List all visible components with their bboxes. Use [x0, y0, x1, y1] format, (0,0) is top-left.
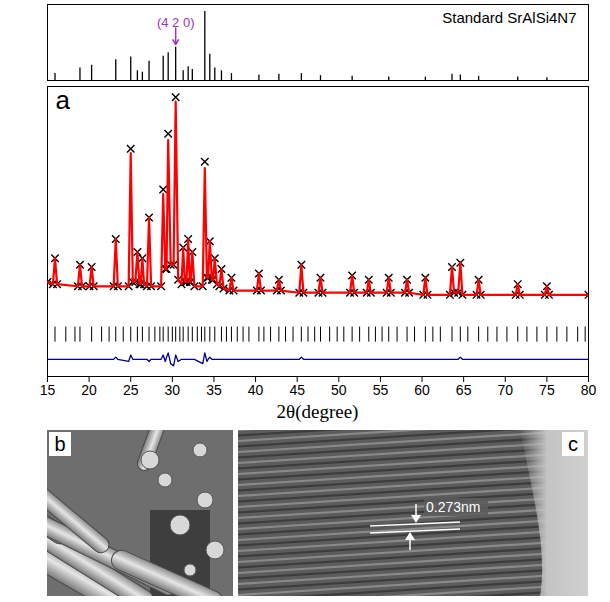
html-text:2θ(degree): 2θ(degree)	[276, 401, 359, 422]
svg-text:55: 55	[373, 382, 389, 398]
svg-text:45: 45	[289, 382, 305, 398]
svg-text:70: 70	[497, 382, 513, 398]
svg-text:Standard SrAlSi4N7: Standard SrAlSi4N7	[442, 9, 576, 26]
svg-text:20: 20	[81, 382, 97, 398]
svg-text:35: 35	[206, 382, 222, 398]
svg-text:b: b	[54, 433, 65, 455]
svg-text:30: 30	[165, 382, 181, 398]
svg-text:40: 40	[248, 382, 264, 398]
svg-text:0.273nm: 0.273nm	[426, 499, 480, 515]
svg-text:25: 25	[123, 382, 139, 398]
svg-text:(4 2 0): (4 2 0)	[157, 15, 195, 30]
svg-text:50: 50	[331, 382, 347, 398]
svg-text:80: 80	[581, 382, 597, 398]
svg-text:15: 15	[40, 382, 56, 398]
svg-text:c: c	[568, 433, 578, 455]
svg-text:60: 60	[414, 382, 430, 398]
svg-text:65: 65	[456, 382, 472, 398]
svg-text:75: 75	[539, 382, 555, 398]
svg-text:a: a	[56, 85, 71, 115]
